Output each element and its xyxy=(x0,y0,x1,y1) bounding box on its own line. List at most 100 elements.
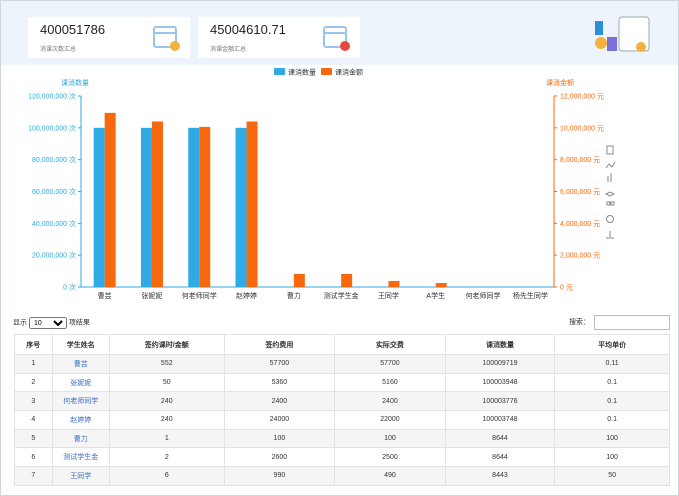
card-value: 400051786 xyxy=(40,22,105,37)
search-input[interactable] xyxy=(594,315,670,330)
table-cell: 7 xyxy=(15,467,53,486)
x-tick-label: 何老师同学 xyxy=(182,291,217,300)
summary-card: 400051786 消课次数汇总 xyxy=(28,17,190,58)
table-body: 1曹芸55257700577001000097190.112张妮妮5053605… xyxy=(15,355,670,486)
table-cell: 50 xyxy=(109,373,224,392)
table-row: 4赵婷婷24024000220001000037480.1 xyxy=(15,411,670,430)
table-cell: 2 xyxy=(109,448,224,467)
header-row: 序号学生姓名签约课时/金额签约费用实际交费课消数量平均单价 xyxy=(15,335,670,355)
table-cell: 100 xyxy=(555,429,670,448)
bar xyxy=(141,128,152,287)
table-cell: 2400 xyxy=(224,392,335,411)
calendar-icon xyxy=(152,23,182,53)
y-tick-label: 120,000,000 次 xyxy=(28,92,76,101)
table-row: 5曹力11001008644100 xyxy=(15,429,670,448)
card-label: 消课次数汇总 xyxy=(40,44,76,53)
table-cell: 0.11 xyxy=(555,355,670,374)
table-cell: 100009719 xyxy=(445,355,555,374)
bar xyxy=(94,128,105,287)
y2-tick-label: 6,000,000 元 xyxy=(560,188,600,196)
table-cell: 8644 xyxy=(445,448,555,467)
column-header: 平均单价 xyxy=(555,335,670,355)
bar xyxy=(388,281,399,287)
y2-tick-label: 8,000,000 元 xyxy=(560,156,600,164)
bar xyxy=(294,274,305,287)
table-cell: 6 xyxy=(109,467,224,486)
table-cell: 990 xyxy=(224,467,335,486)
y2-tick-label: 10,000,000 元 xyxy=(560,124,604,132)
length-suffix: 项结果 xyxy=(69,320,90,327)
table-cell: 2 xyxy=(15,373,53,392)
bar xyxy=(247,121,258,287)
bar xyxy=(152,121,163,287)
x-tick-label: 赵婷婷 xyxy=(236,291,257,300)
x-tick-label: 何老师同学 xyxy=(466,291,501,300)
bar xyxy=(188,128,199,287)
card-value: 45004610.71 xyxy=(210,22,286,37)
student-name: 曹芸 xyxy=(52,355,109,374)
table-cell: 57700 xyxy=(224,355,335,374)
table-cell: 100003748 xyxy=(445,411,555,430)
bar xyxy=(199,127,210,287)
x-tick-label: 张妮妮 xyxy=(141,291,162,300)
y-tick-label: 0 次 xyxy=(63,283,76,292)
y2-tick-label: 0 元 xyxy=(560,284,573,292)
table-cell: 100 xyxy=(335,429,446,448)
table-cell: 22000 xyxy=(335,411,446,430)
student-name: 张妮妮 xyxy=(52,373,109,392)
y2-axis-title: 课消金额 xyxy=(546,78,574,87)
x-tick-label: 杨先生同学 xyxy=(513,291,548,300)
column-header: 实际交费 xyxy=(335,335,446,355)
y-tick-label: 60,000,000 次 xyxy=(32,187,76,196)
toolbox[interactable] xyxy=(606,146,615,238)
legend-swatch xyxy=(321,68,332,75)
calendar-icon xyxy=(322,23,352,53)
length-label: 显示 xyxy=(13,320,27,327)
y-tick-label: 100,000,000 次 xyxy=(28,123,76,132)
bar xyxy=(105,113,116,287)
search-label: 搜索： xyxy=(569,317,590,327)
table-cell: 57700 xyxy=(335,355,446,374)
student-name: 测试学生金 xyxy=(52,448,109,467)
y-tick-label: 80,000,000 次 xyxy=(32,155,76,164)
table-row: 6测试学生金2260025008644100 xyxy=(15,448,670,467)
table-cell: 2500 xyxy=(335,448,446,467)
table-row: 7王同学6990490844350 xyxy=(15,467,670,486)
table-cell: 8443 xyxy=(445,467,555,486)
table-row: 2张妮妮50536051601000039480.1 xyxy=(15,373,670,392)
y-axis-title: 课消数量 xyxy=(61,78,89,87)
table-cell: 0.1 xyxy=(555,392,670,411)
legend-swatch xyxy=(274,68,285,75)
table-cell: 240 xyxy=(109,411,224,430)
table-cell: 100003776 xyxy=(445,392,555,411)
column-header: 序号 xyxy=(15,335,53,355)
x-tick-label: 曹力 xyxy=(287,291,301,300)
x-tick-label: 王同学 xyxy=(378,291,399,300)
table-cell: 5160 xyxy=(335,373,446,392)
x-tick-label: 曹芸 xyxy=(98,291,112,300)
length-select[interactable]: 10 xyxy=(29,317,67,329)
table-cell: 0.1 xyxy=(555,373,670,392)
table-cell: 100 xyxy=(224,429,335,448)
table-cell: 8644 xyxy=(445,429,555,448)
table-cell: 240 xyxy=(109,392,224,411)
table-cell: 4 xyxy=(15,411,53,430)
table-cell: 6 xyxy=(15,448,53,467)
student-name: 王同学 xyxy=(52,467,109,486)
student-name: 赵婷婷 xyxy=(52,411,109,430)
y-tick-label: 20,000,000 次 xyxy=(32,251,76,260)
bar xyxy=(236,128,247,287)
table-toolbar: 显示 10 项结果 搜索： xyxy=(13,317,670,331)
summary-card: 45004610.71 消课金额汇总 xyxy=(198,17,360,58)
legend-label: 课消金额 xyxy=(335,68,363,77)
y-tick-label: 40,000,000 次 xyxy=(32,219,76,228)
y2-tick-label: 4,000,000 元 xyxy=(560,220,600,228)
column-header: 课消数量 xyxy=(445,335,555,355)
illustration xyxy=(581,13,661,59)
table-cell: 552 xyxy=(109,355,224,374)
table-cell: 100003948 xyxy=(445,373,555,392)
table-cell: 100 xyxy=(555,448,670,467)
table-cell: 24000 xyxy=(224,411,335,430)
table-cell: 50 xyxy=(555,467,670,486)
